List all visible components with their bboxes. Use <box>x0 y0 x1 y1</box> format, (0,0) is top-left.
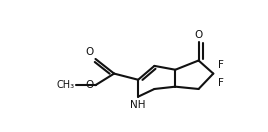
Text: O: O <box>85 47 94 57</box>
Text: O: O <box>85 80 94 90</box>
Text: NH: NH <box>130 100 146 110</box>
Text: F: F <box>218 78 224 88</box>
Text: CH₃: CH₃ <box>57 80 75 90</box>
Text: F: F <box>218 60 224 70</box>
Text: O: O <box>195 30 203 40</box>
